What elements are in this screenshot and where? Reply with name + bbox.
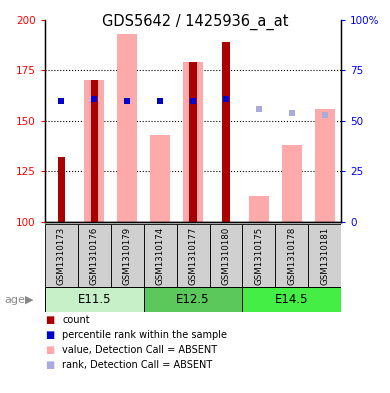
Bar [308,224,341,287]
Text: GSM1310175: GSM1310175 [254,226,263,285]
Text: ■: ■ [45,360,54,370]
Text: E11.5: E11.5 [78,293,111,306]
Bar [111,224,144,287]
Bar [58,157,65,222]
Bar [249,196,269,222]
Text: ■: ■ [45,345,54,355]
Bar [177,224,209,287]
Bar [78,224,111,287]
Text: ■: ■ [45,315,54,325]
Bar [222,42,230,222]
Bar [144,287,243,312]
Bar [209,224,243,287]
Text: GSM1310176: GSM1310176 [90,226,99,285]
Text: ■: ■ [45,330,54,340]
Bar [190,62,197,222]
Bar [117,34,137,222]
Text: GSM1310174: GSM1310174 [156,226,165,285]
Bar [315,109,335,222]
Text: value, Detection Call = ABSENT: value, Detection Call = ABSENT [62,345,218,355]
Text: GSM1310177: GSM1310177 [188,226,198,285]
Text: percentile rank within the sample: percentile rank within the sample [62,330,227,340]
Bar [183,62,203,222]
Bar [45,224,78,287]
Bar [243,224,275,287]
Text: count: count [62,315,90,325]
Text: rank, Detection Call = ABSENT: rank, Detection Call = ABSENT [62,360,213,370]
Bar [45,287,144,312]
Text: E12.5: E12.5 [176,293,210,306]
Bar [90,80,98,222]
Bar [84,80,104,222]
Text: GSM1310178: GSM1310178 [287,226,296,285]
Bar [282,145,302,222]
Bar [243,287,341,312]
Text: GDS5642 / 1425936_a_at: GDS5642 / 1425936_a_at [102,14,288,30]
Bar [275,224,308,287]
Text: GSM1310180: GSM1310180 [222,226,230,285]
Bar [144,224,177,287]
Text: age: age [4,295,25,305]
Text: E14.5: E14.5 [275,293,308,306]
Text: GSM1310173: GSM1310173 [57,226,66,285]
Text: GSM1310181: GSM1310181 [320,226,329,285]
Text: GSM1310179: GSM1310179 [123,226,132,285]
Bar [150,135,170,222]
Text: ▶: ▶ [25,295,34,305]
